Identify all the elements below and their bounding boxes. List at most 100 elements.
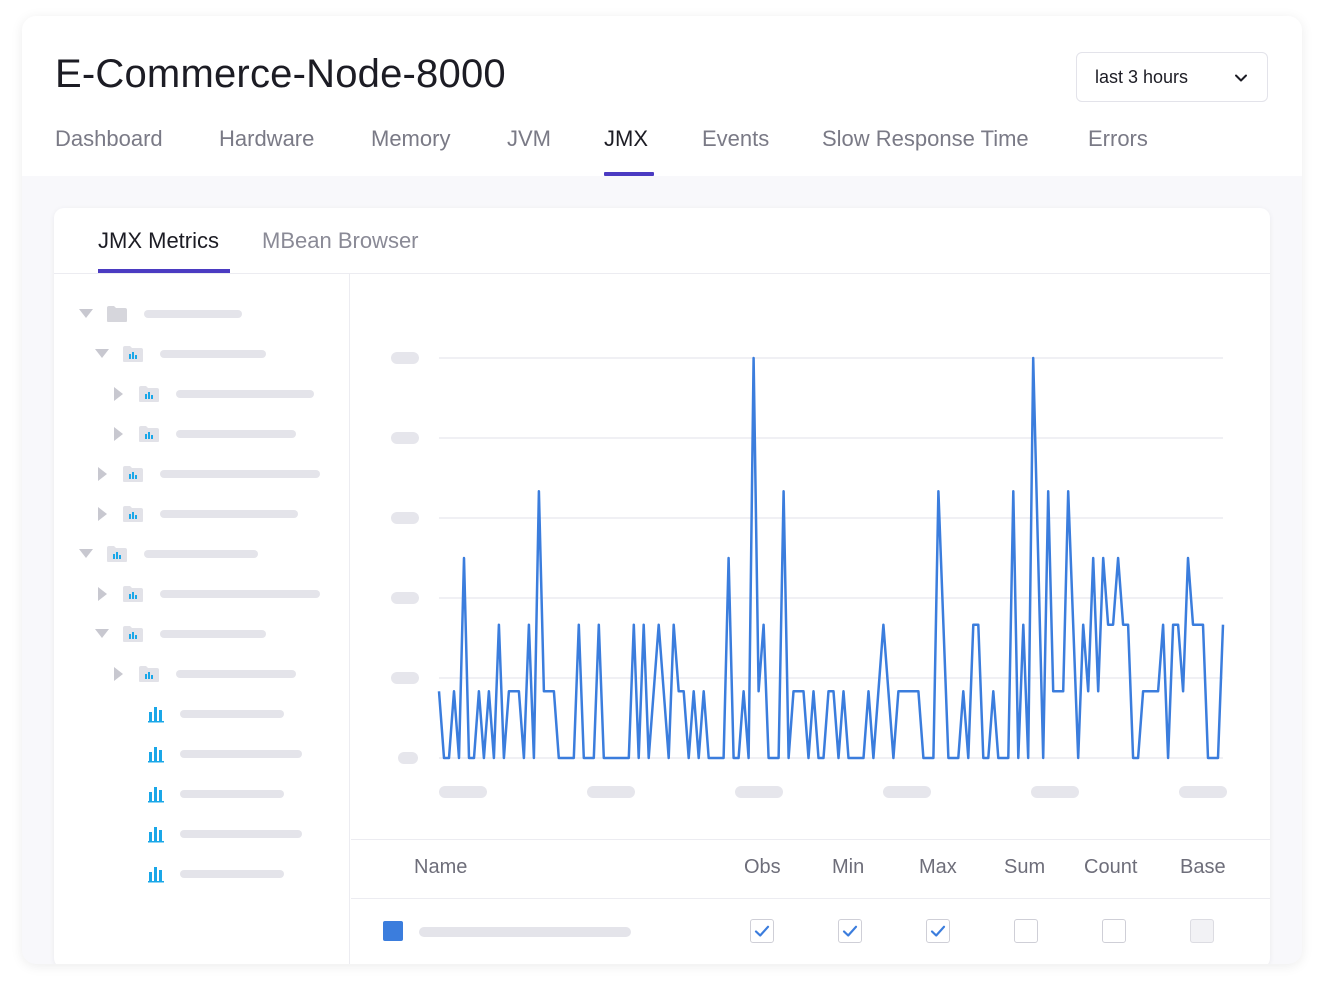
sum-checkbox[interactable]: [1014, 919, 1038, 943]
series-line: [437, 356, 1225, 760]
caret-right-icon[interactable]: [112, 386, 126, 402]
tree-folder-item[interactable]: [54, 384, 349, 404]
tree-item-label-placeholder: [176, 670, 296, 678]
tab-label: Slow Response Time: [822, 126, 1029, 151]
max-checkbox[interactable]: [926, 919, 950, 943]
bar-chart-icon: [148, 787, 164, 803]
base-checkbox[interactable]: [1190, 919, 1214, 943]
tree-item-label-placeholder: [144, 310, 242, 318]
caret-right-icon[interactable]: [96, 586, 110, 602]
series-name-placeholder: [419, 927, 631, 937]
column-header-obs: Obs: [744, 856, 781, 878]
app-card: E-Commerce-Node-8000 last 3 hours Dashbo…: [22, 16, 1302, 964]
tree-item-label-placeholder: [176, 390, 314, 398]
tab-errors[interactable]: Errors: [1088, 126, 1148, 176]
page-header: E-Commerce-Node-8000 last 3 hours Dashbo…: [22, 16, 1302, 176]
tree-metric-item[interactable]: [54, 744, 349, 764]
tree-metric-item[interactable]: [54, 704, 349, 724]
y-tick-placeholder: [391, 672, 419, 684]
tab-jmx[interactable]: JMX: [604, 126, 654, 176]
caret-right-icon[interactable]: [96, 466, 110, 482]
caret-down-icon[interactable]: [78, 547, 94, 561]
subtab-mbean-browser[interactable]: MBean Browser: [262, 228, 419, 273]
tree-item-label-placeholder: [160, 470, 320, 478]
metric-folder-icon: [123, 586, 143, 602]
mbean-tree: [54, 274, 350, 964]
y-tick-placeholder: [398, 752, 418, 764]
x-tick-placeholder: [587, 786, 635, 798]
tree-folder-item[interactable]: [54, 584, 349, 604]
column-header-min: Min: [832, 856, 865, 878]
y-tick-placeholder: [391, 512, 419, 524]
caret-right-icon[interactable]: [96, 506, 110, 522]
column-header-count: Count: [1084, 856, 1138, 878]
metrics-table-header: Name Obs Min Max Sum Count Base: [351, 840, 1270, 899]
tree-folder-item[interactable]: [54, 464, 349, 484]
min-checkbox[interactable]: [838, 919, 862, 943]
tab-jvm[interactable]: JVM: [507, 126, 551, 176]
tree-folder-item[interactable]: [54, 424, 349, 444]
y-tick-placeholder: [391, 352, 419, 364]
time-range-select[interactable]: last 3 hours: [1076, 52, 1268, 102]
tab-hardware[interactable]: Hardware: [219, 126, 314, 176]
tab-events[interactable]: Events: [702, 126, 769, 176]
tree-folder-item[interactable]: [54, 344, 349, 364]
tab-label: JMX: [604, 126, 648, 151]
caret-down-icon[interactable]: [94, 627, 110, 641]
tree-metric-item[interactable]: [54, 864, 349, 884]
y-tick-placeholder: [391, 432, 419, 444]
x-tick-placeholder: [883, 786, 931, 798]
tree-item-label-placeholder: [160, 350, 266, 358]
caret-down-icon[interactable]: [78, 307, 94, 321]
series-color-swatch: [383, 921, 403, 941]
page-title: E-Commerce-Node-8000: [55, 52, 506, 96]
tree-folder-item[interactable]: [54, 504, 349, 524]
tab-memory[interactable]: Memory: [371, 126, 450, 176]
metric-folder-icon: [123, 626, 143, 642]
caret-right-icon[interactable]: [112, 426, 126, 442]
subtab-label: JMX Metrics: [98, 228, 219, 253]
table-row: [351, 899, 1270, 964]
main-tabs: Dashboard Hardware Memory JVM JMX Events…: [22, 126, 1302, 176]
y-tick-placeholder: [391, 592, 419, 604]
jmx-panel: JMX Metrics MBean Browser Name Obs Min M…: [54, 208, 1270, 964]
count-checkbox[interactable]: [1102, 919, 1126, 943]
check-icon: [842, 925, 858, 937]
x-tick-placeholder: [735, 786, 783, 798]
subtab-jmx-metrics[interactable]: JMX Metrics: [98, 228, 230, 273]
metric-folder-icon: [123, 506, 143, 522]
tree-metric-item[interactable]: [54, 784, 349, 804]
tree-item-label-placeholder: [160, 590, 320, 598]
tab-label: Errors: [1088, 126, 1148, 151]
tab-label: Dashboard: [55, 126, 163, 151]
check-icon: [930, 925, 946, 937]
tree-folder-item[interactable]: [54, 624, 349, 644]
tree-folder-item[interactable]: [54, 544, 349, 564]
tab-label: Events: [702, 126, 770, 151]
chevron-down-icon: [1233, 70, 1249, 91]
tree-folder-item[interactable]: [54, 664, 349, 684]
time-range-value: last 3 hours: [1095, 67, 1189, 87]
tree-item-label-placeholder: [180, 710, 284, 718]
metric-folder-icon: [139, 386, 159, 402]
tree-item-label-placeholder: [160, 510, 298, 518]
tab-label: Hardware: [219, 126, 315, 151]
x-tick-placeholder: [1179, 786, 1227, 798]
caret-right-icon[interactable]: [112, 666, 126, 682]
obs-checkbox[interactable]: [750, 919, 774, 943]
tab-dashboard[interactable]: Dashboard: [55, 126, 163, 176]
caret-down-icon[interactable]: [94, 347, 110, 361]
check-icon: [754, 925, 770, 937]
tree-item-label-placeholder: [160, 630, 266, 638]
tab-label: JVM: [507, 126, 551, 151]
bar-chart-icon: [148, 707, 164, 723]
tree-folder-item[interactable]: [54, 304, 349, 324]
tree-metric-item[interactable]: [54, 824, 349, 844]
subtab-label: MBean Browser: [262, 228, 419, 253]
tab-slow-response-time[interactable]: Slow Response Time: [822, 126, 1029, 176]
column-header-max: Max: [919, 856, 957, 878]
metric-folder-icon: [107, 546, 127, 562]
x-tick-placeholder: [1031, 786, 1079, 798]
active-subtab-indicator: [98, 269, 230, 273]
column-header-base: Base: [1180, 856, 1226, 878]
